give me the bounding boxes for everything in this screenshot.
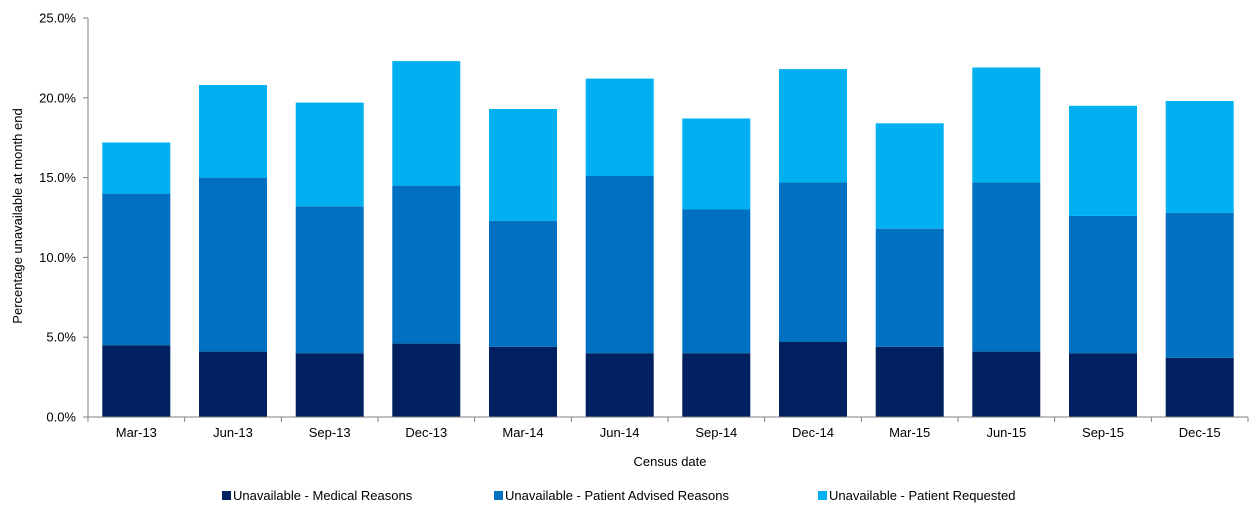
- bar-segment-2-Dec-15: [1165, 212, 1234, 358]
- x-tick-label: Dec-15: [1179, 425, 1221, 440]
- x-tick-label: Jun-15: [986, 425, 1026, 440]
- y-tick-label: 25.0%: [39, 11, 76, 26]
- bar-segment-1-Mar-15: [875, 346, 944, 417]
- bar-segment-2-Mar-13: [102, 193, 171, 346]
- bar-segment-3-Jun-14: [585, 78, 654, 176]
- x-tick-label: Mar-15: [889, 425, 930, 440]
- x-tick-label: Sep-15: [1082, 425, 1124, 440]
- bar-segment-3-Dec-14: [779, 69, 847, 183]
- y-axis-label: Percentage unavailable at month end: [10, 108, 25, 323]
- bar-segment-2-Sep-13: [295, 206, 364, 354]
- bar-segment-2-Sep-15: [1069, 215, 1137, 354]
- plot-area: 0.0% 5.0% 10.0% 15.0% 20.0% 25.0% Mar-13 Jun-13…: [39, 11, 1249, 440]
- bar-segment-3-Dec-15: [1165, 101, 1234, 213]
- bar-segment-1-Sep-15: [1069, 353, 1137, 417]
- bar-segment-1-Mar-14: [489, 346, 557, 417]
- bar-segment-3-Dec-13: [392, 61, 461, 186]
- x-tick-label: Jun-14: [600, 425, 640, 440]
- bar-segment-1-Sep-13: [295, 353, 364, 417]
- x-tick-label: Mar-14: [502, 425, 543, 440]
- bar-segment-1-Sep-14: [682, 353, 751, 417]
- bar-segment-1-Mar-13: [102, 345, 171, 417]
- bar-segment-3-Sep-15: [1069, 105, 1137, 216]
- y-tick-label: 20.0%: [39, 90, 76, 105]
- bar-segment-2-Mar-14: [489, 220, 557, 347]
- x-axis-label: Census date: [634, 454, 707, 469]
- legend: Unavailable - Medical Reasons Unavailable…: [222, 488, 1015, 503]
- bar-segment-3-Jun-15: [972, 67, 1041, 183]
- bar-segment-2-Jun-14: [585, 176, 654, 354]
- bar-segment-2-Dec-13: [392, 185, 461, 344]
- legend-swatch-1: [222, 491, 231, 500]
- x-tick-label: Mar-13: [116, 425, 157, 440]
- bar-segment-2-Jun-15: [972, 182, 1041, 352]
- x-tick-label: Sep-14: [695, 425, 737, 440]
- y-tick-label: 0.0%: [46, 410, 76, 425]
- bar-segment-2-Sep-14: [682, 209, 751, 354]
- y-tick-label: 5.0%: [46, 330, 76, 345]
- legend-label-1: Unavailable - Medical Reasons: [233, 488, 413, 503]
- legend-label-2: Unavailable - Patient Advised Reasons: [505, 488, 730, 503]
- y-tick-label: 15.0%: [39, 170, 76, 185]
- legend-label-3: Unavailable - Patient Requested: [829, 488, 1015, 503]
- legend-swatch-2: [494, 491, 503, 500]
- x-tick-label: Sep-13: [309, 425, 351, 440]
- bar-segment-3-Sep-14: [682, 118, 751, 210]
- bar-segment-3-Mar-15: [875, 123, 944, 229]
- bar-segment-1-Dec-14: [779, 342, 847, 417]
- x-tick-label: Dec-13: [405, 425, 447, 440]
- bar-segment-2-Dec-14: [779, 182, 847, 342]
- bar-segment-1-Jun-13: [199, 351, 267, 417]
- bar-segment-3-Mar-13: [102, 142, 171, 194]
- bar-segment-2-Mar-15: [875, 228, 944, 347]
- y-tick-label: 10.0%: [39, 250, 76, 265]
- bar-segment-1-Jun-14: [585, 353, 654, 417]
- bar-segment-1-Dec-13: [392, 343, 461, 417]
- bar-segment-3-Mar-14: [489, 109, 557, 221]
- legend-swatch-3: [818, 491, 827, 500]
- x-tick-label: Dec-14: [792, 425, 834, 440]
- bar-segment-2-Jun-13: [199, 177, 267, 352]
- x-tick-label: Jun-13: [213, 425, 253, 440]
- bar-segment-1-Jun-15: [972, 351, 1041, 417]
- bar-segment-3-Jun-13: [199, 85, 267, 178]
- bar-segment-1-Dec-15: [1165, 357, 1234, 417]
- bar-segment-3-Sep-13: [295, 102, 364, 207]
